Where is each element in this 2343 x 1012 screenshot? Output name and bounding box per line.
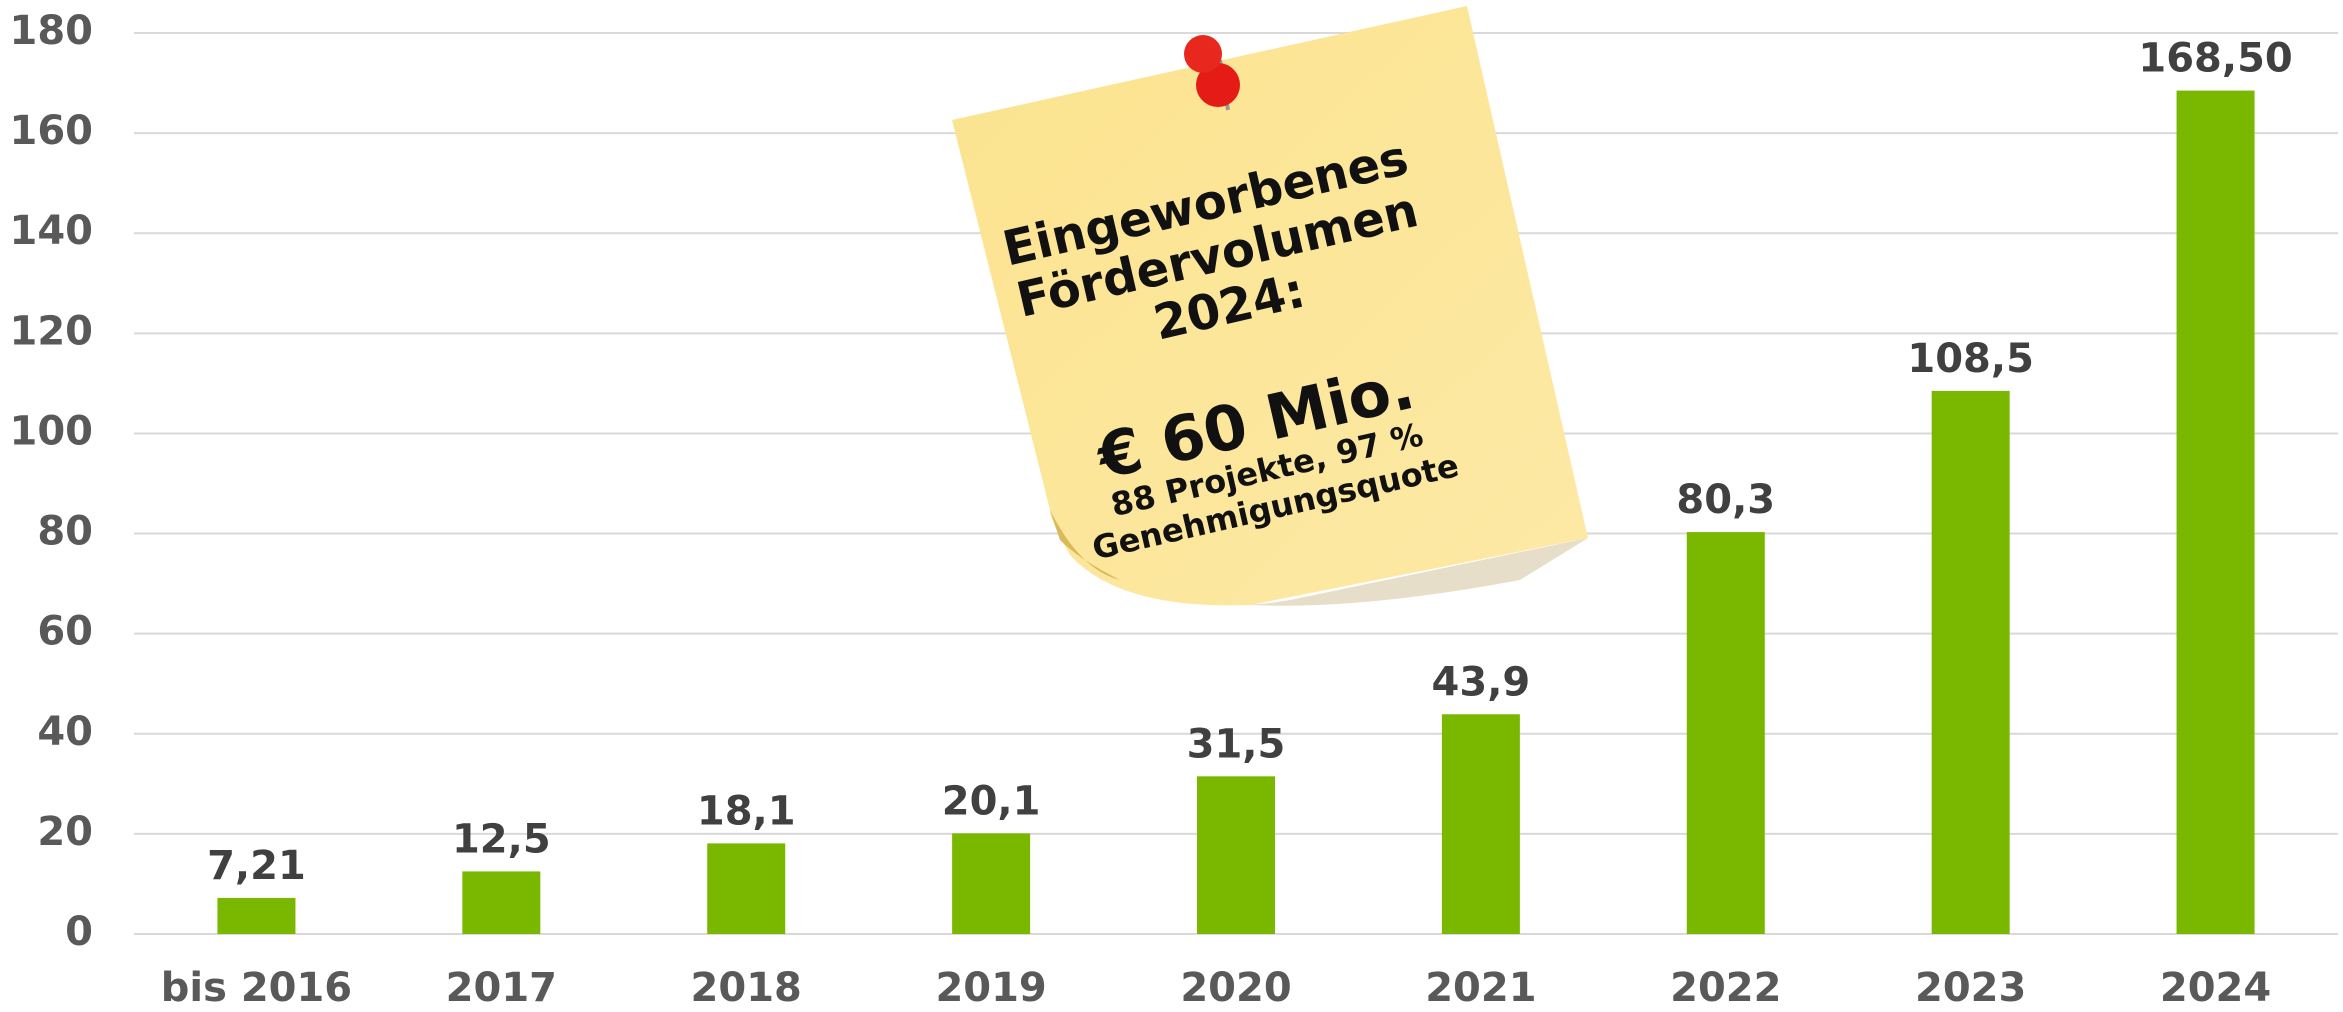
bar — [462, 871, 540, 934]
x-tick-label: 2020 — [1180, 965, 1291, 1011]
chart: 0 20 40 60 80 100 120 140 160 180 bis 2016 7,21 2017… — [0, 0, 2343, 1012]
y-tick-label: 60 — [37, 609, 93, 655]
x-tick-label: 2021 — [1425, 965, 1536, 1011]
value-label: 168,50 — [2138, 36, 2292, 82]
value-label: 31,5 — [1187, 721, 1286, 767]
y-tick-label: 80 — [37, 509, 93, 555]
x-tick-label: 2023 — [1915, 965, 2026, 1011]
value-label: 20,1 — [942, 778, 1041, 824]
bar — [1197, 776, 1275, 934]
bar — [952, 833, 1030, 934]
value-label: 18,1 — [697, 788, 796, 834]
y-tick-label: 160 — [10, 108, 94, 154]
value-label: 108,5 — [1907, 336, 2034, 382]
bar — [707, 843, 785, 934]
x-tick-label: 2024 — [2160, 965, 2271, 1011]
value-label: 12,5 — [452, 816, 551, 862]
x-tick-label: 2022 — [1670, 965, 1781, 1011]
bar — [1687, 532, 1765, 934]
bar — [1932, 391, 2010, 934]
value-label: 80,3 — [1676, 477, 1775, 523]
bar — [217, 898, 295, 934]
x-tick-label: 2018 — [691, 965, 802, 1011]
x-tick-label: 2017 — [446, 965, 557, 1011]
y-tick-label: 20 — [37, 809, 93, 855]
y-tick-label: 120 — [10, 308, 94, 354]
x-tick-label: bis 2016 — [161, 965, 352, 1011]
y-tick-label: 0 — [65, 909, 93, 955]
bar — [1442, 714, 1520, 934]
x-tick-label: 2019 — [935, 965, 1046, 1011]
value-label: 43,9 — [1432, 659, 1531, 705]
value-label: 7,21 — [207, 843, 306, 889]
y-tick-label: 100 — [10, 408, 94, 454]
y-tick-label: 40 — [37, 709, 93, 755]
y-tick-label: 180 — [10, 8, 94, 54]
pin-head — [1184, 35, 1222, 73]
bar — [2177, 91, 2255, 934]
sticky-note: Eingeworbenes Fördervolumen 2024: € 60 M… — [952, 6, 1588, 606]
y-tick-label: 140 — [10, 208, 94, 254]
